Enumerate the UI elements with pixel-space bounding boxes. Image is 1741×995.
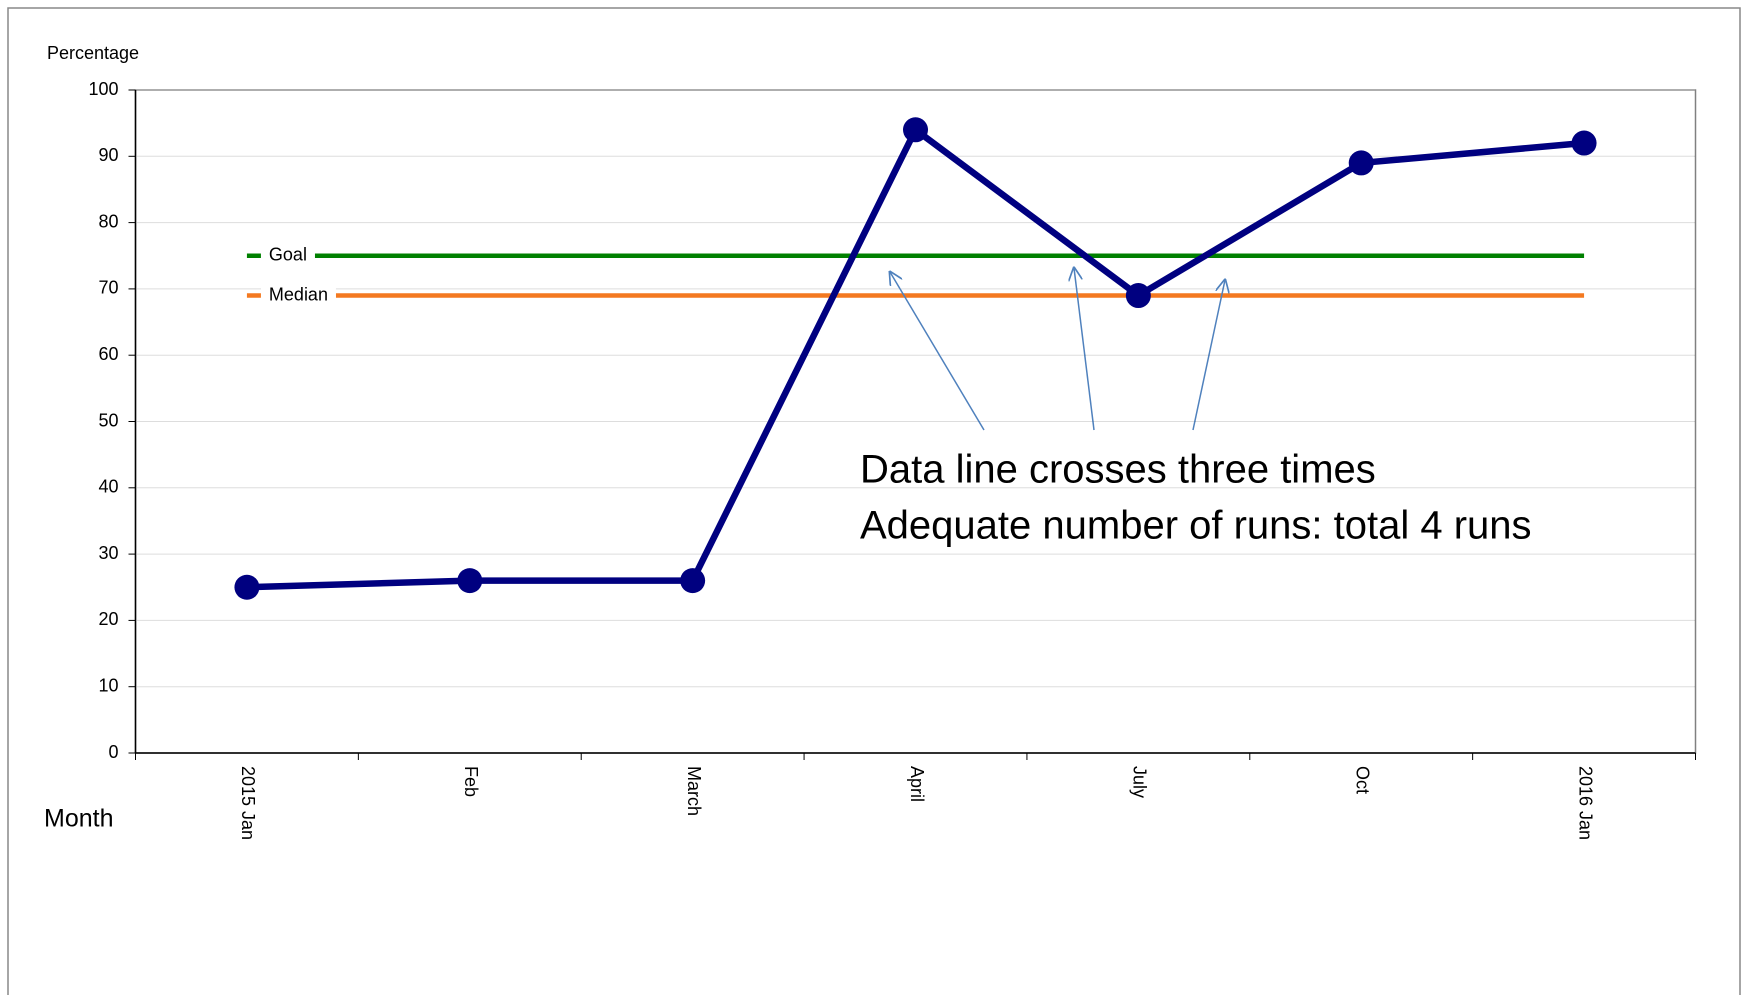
reference-label: Goal [269, 245, 307, 265]
x-tick-label: July [1130, 766, 1150, 798]
x-tick-label: April [907, 766, 927, 802]
label-background [260, 284, 336, 305]
annotation: Adequate number of runs: total 4 runs [860, 504, 1532, 548]
x-axis-label: Month [44, 805, 113, 833]
data-point [1571, 130, 1597, 156]
x-tick-label: 2015 Jan [238, 766, 258, 840]
data-point [234, 574, 260, 600]
y-tick-label: 80 [98, 211, 118, 231]
y-tick-label: 90 [98, 145, 118, 165]
y-tick-label: 50 [98, 410, 118, 430]
y-tick-label: 60 [98, 344, 118, 364]
x-tick-label: Oct [1352, 766, 1372, 794]
y-tick-label: 40 [98, 477, 118, 497]
y-tick-label: 30 [98, 543, 118, 563]
x-tick-label: 2016 Jan [1575, 766, 1595, 840]
data-point [1348, 150, 1374, 176]
data-point [903, 117, 928, 143]
y-axis-label: Percentage [47, 43, 139, 63]
y-tick-label: 0 [108, 742, 118, 762]
annotation-arrows [890, 268, 1225, 431]
y-tick-label: 70 [98, 278, 118, 298]
arrow [1192, 280, 1225, 431]
label-background [260, 244, 315, 265]
y-tick-label: 20 [98, 609, 118, 629]
y-tick-label: 10 [98, 675, 118, 695]
arrow [1074, 268, 1095, 431]
data-point [1125, 283, 1151, 309]
data-point [680, 568, 706, 594]
data-point [457, 568, 483, 594]
x-tick-label: March [684, 766, 704, 816]
y-tick-label: 100 [88, 79, 118, 99]
arrow [890, 272, 985, 431]
x-tick-label: Feb [461, 766, 481, 797]
annotation: Data line crosses three times [860, 448, 1376, 492]
reference-label: Median [269, 284, 328, 304]
